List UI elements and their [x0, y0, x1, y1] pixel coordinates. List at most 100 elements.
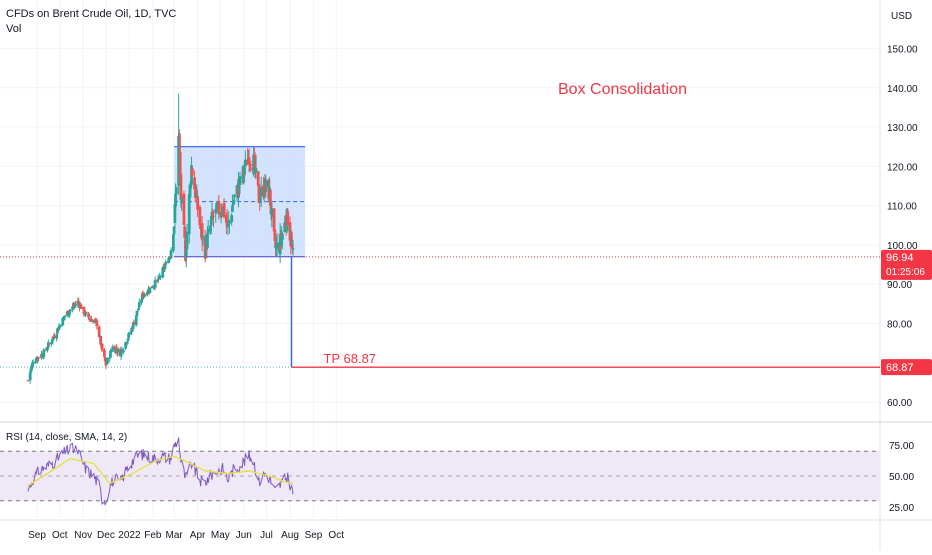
candle-up — [228, 220, 231, 224]
candle-down — [97, 326, 101, 337]
candle-up — [72, 305, 76, 307]
candle-up — [184, 249, 188, 259]
time-tick-label: Aug — [281, 530, 299, 541]
candle-down — [288, 222, 292, 241]
price-tick-label: 80.00 — [887, 319, 912, 330]
candle-up — [88, 318, 92, 320]
candle-up — [68, 309, 72, 312]
candle-up — [232, 200, 236, 203]
candle-up — [42, 349, 46, 358]
candle-down — [178, 133, 181, 155]
candle-up — [201, 235, 205, 238]
price-tick-label: 130.00 — [887, 123, 918, 134]
candle-up — [50, 340, 54, 342]
rsi-ma-line — [27, 455, 294, 487]
candle-up — [164, 261, 168, 265]
candle-up — [180, 197, 184, 204]
candle-up — [29, 368, 33, 373]
candle-down — [77, 300, 81, 304]
candle-down — [193, 185, 197, 199]
rsi-tick-label: 50.00 — [889, 472, 914, 483]
candle-up — [57, 326, 61, 330]
candle-down — [182, 193, 186, 225]
candle-up — [84, 312, 87, 316]
candle-up — [143, 294, 146, 297]
candle-up — [185, 231, 189, 250]
candle-down — [211, 213, 215, 215]
candle-up — [67, 313, 71, 316]
candle-up — [278, 233, 282, 255]
candle-up — [174, 187, 178, 194]
candle-up — [283, 222, 287, 232]
candle-up — [30, 365, 34, 370]
candle-up — [111, 346, 115, 351]
rsi-tick-label: 75.00 — [889, 441, 914, 452]
time-tick-label: Oct — [52, 530, 68, 541]
candle-up — [230, 215, 234, 223]
candle-up — [265, 180, 268, 187]
candle-down — [100, 343, 104, 351]
time-tick-label: 2022 — [118, 530, 141, 541]
candle-down — [237, 186, 241, 188]
candle-down — [268, 189, 272, 206]
candle-down — [200, 223, 204, 241]
candle-up — [215, 203, 218, 212]
candle-down — [26, 380, 30, 382]
price-tick-label: 140.00 — [887, 84, 918, 95]
price-tick-label: 120.00 — [887, 162, 918, 173]
candle-up — [153, 280, 157, 288]
candle-up — [62, 317, 66, 319]
candle-down — [246, 159, 249, 165]
candle-down — [247, 157, 251, 165]
rsi-title: RSI (14, close, SMA, 14, 2) — [6, 432, 127, 443]
time-tick-label: Nov — [74, 530, 92, 541]
candle-up — [130, 328, 134, 332]
candle-down — [193, 177, 196, 190]
candle-up — [71, 306, 75, 310]
candle-down — [224, 215, 228, 223]
candle-down — [225, 219, 229, 227]
candle-down — [103, 357, 107, 362]
candle-up — [259, 187, 263, 197]
candle-down — [284, 224, 287, 226]
candle-down — [179, 173, 183, 200]
time-tick-label: Apr — [190, 530, 206, 541]
candle-down — [190, 168, 194, 176]
candle-up — [63, 315, 67, 317]
candle-up — [56, 328, 59, 334]
candle-up — [254, 167, 258, 173]
candle-up — [259, 197, 262, 201]
symbol-title[interactable]: CFDs on Brent Crude Oil, 1D, TVC — [6, 8, 177, 20]
candle-down — [87, 313, 90, 318]
candle-down — [99, 336, 103, 345]
candle-down — [104, 360, 108, 366]
candle-up — [281, 233, 284, 240]
bar-countdown: 01:25:06 — [886, 267, 925, 278]
candle-up — [206, 229, 210, 234]
candle-up — [209, 225, 212, 232]
candle-up — [252, 154, 256, 175]
price-tick-label: 60.00 — [887, 398, 912, 409]
candle-down — [249, 164, 253, 166]
candle-down — [242, 169, 246, 175]
candle-up — [270, 208, 274, 218]
currency-label: USD — [891, 11, 912, 22]
candle-up — [119, 350, 123, 357]
candle-up — [41, 356, 45, 358]
candle-down — [253, 155, 257, 172]
candle-up — [172, 226, 176, 235]
candle-down — [44, 348, 48, 350]
candle-up — [135, 310, 139, 316]
candle-up — [131, 322, 135, 329]
candle-up — [55, 334, 59, 339]
candle-up — [262, 194, 266, 197]
volume-indicator-label[interactable]: Vol — [6, 23, 22, 35]
candle-down — [150, 286, 154, 288]
candle-up — [243, 169, 246, 173]
candle-up — [93, 320, 96, 322]
candle-up — [240, 177, 244, 179]
candle-up — [195, 193, 199, 198]
current-price-value: 96.94 — [886, 252, 914, 264]
candle-down — [115, 351, 119, 353]
